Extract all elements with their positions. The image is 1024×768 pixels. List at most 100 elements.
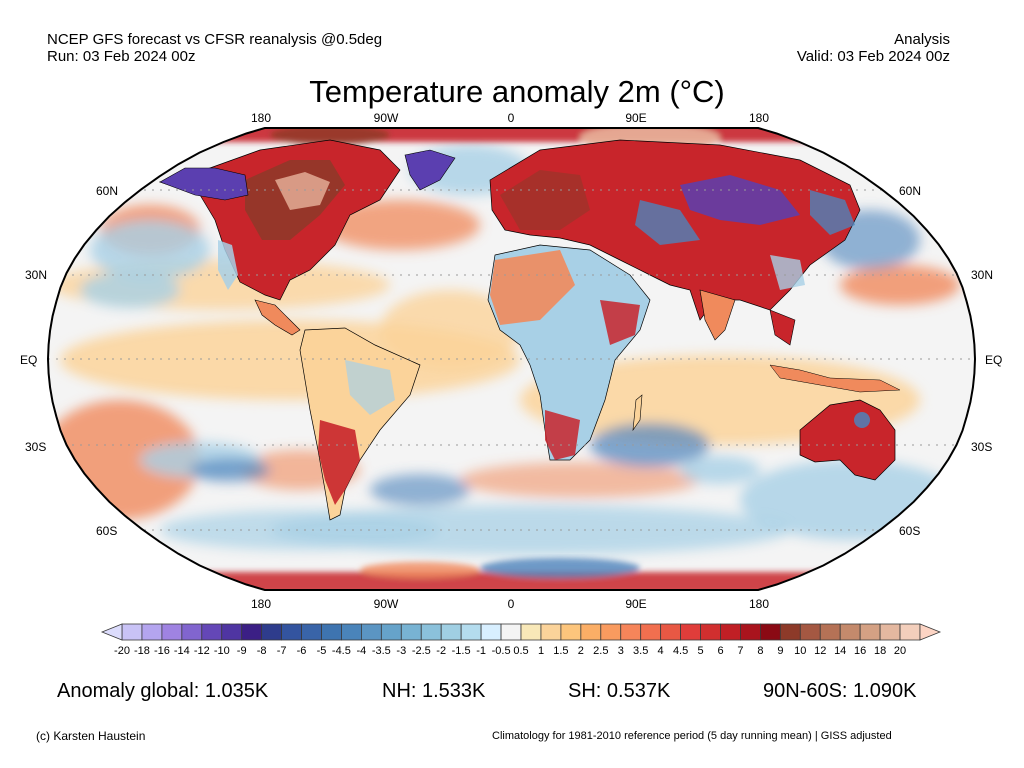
colorbar-box xyxy=(580,623,602,641)
colorbar-tick-label: -12 xyxy=(193,645,210,657)
land-central-america xyxy=(254,299,301,336)
colorbar-box xyxy=(221,623,243,641)
lon-label-bottom-0: 0 xyxy=(507,597,515,611)
colorbar-tick-label: 0.5 xyxy=(513,645,529,657)
land-southeast-asia xyxy=(769,309,796,346)
colorbar-tick-label: 3 xyxy=(617,645,624,657)
lat-label-left-60s: 60S xyxy=(96,524,118,538)
colorbar-tick-label: -8 xyxy=(256,645,267,657)
colorbar-tick-label: -18 xyxy=(133,645,150,657)
colorbar-tick-label: 2 xyxy=(577,645,584,657)
colorbar-tick-label: 10 xyxy=(794,645,807,657)
land-brazil-cool xyxy=(345,360,395,415)
land-argentina-hot xyxy=(318,420,360,505)
land-east-africa-hot xyxy=(600,300,640,345)
lat-label-right-eq: EQ xyxy=(985,353,1003,367)
lon-label-top-90w: 90W xyxy=(373,111,399,125)
land-australia xyxy=(799,399,896,481)
colorbar-tick-label: 6 xyxy=(717,645,724,657)
header-valid-time: Valid: 03 Feb 2024 00z xyxy=(796,48,950,65)
stat-90n-60s-anomaly: 90N-60S: 1.090K xyxy=(763,680,917,702)
colorbar-box xyxy=(620,623,642,641)
colorbar-tick-label: -2 xyxy=(436,645,447,657)
colorbar-box xyxy=(480,623,502,641)
map-outline xyxy=(46,127,977,591)
lat-label-left-30n: 30N xyxy=(25,268,48,282)
colorbar-box xyxy=(899,623,921,641)
colorbar-box xyxy=(201,623,223,641)
land-india xyxy=(699,289,736,341)
colorbar-tick-label: -5 xyxy=(316,645,327,657)
colorbar-box xyxy=(261,623,282,641)
land-australia-cool-spot xyxy=(854,412,870,428)
colorbar-box xyxy=(740,623,761,641)
colorbar-box xyxy=(241,623,263,641)
colorbar-box xyxy=(161,623,183,641)
colorbar-box xyxy=(141,623,163,641)
colorbar-tick-label: -4.5 xyxy=(331,645,351,657)
colorbar-box xyxy=(799,623,821,641)
colorbar-high-extend-triangle xyxy=(919,623,942,641)
colorbar-boxes xyxy=(100,623,942,641)
colorbar-tick-label: 1 xyxy=(537,645,545,657)
colorbar-box xyxy=(301,623,322,641)
lon-label-bottom-90e: 90E xyxy=(625,597,647,611)
ocean-anomaly-patterns xyxy=(48,145,960,555)
lat-label-right-30n: 30N xyxy=(971,268,994,282)
colorbar-box xyxy=(680,623,701,641)
colorbar-tick-label: 3.5 xyxy=(633,645,649,657)
header-run-time: Run: 03 Feb 2024 00z xyxy=(47,48,196,65)
colorbar-tick-label: 2.5 xyxy=(593,645,609,657)
colorbar-tick-label: 5 xyxy=(697,645,704,657)
colorbar-box xyxy=(819,623,841,641)
continents xyxy=(158,139,947,521)
colorbar-tick-label: -3 xyxy=(396,645,407,657)
colorbar-box xyxy=(660,623,682,641)
land-siberia-cold xyxy=(680,175,800,225)
colorbar-box xyxy=(440,623,462,641)
colorbar-tick-label: -0.5 xyxy=(491,645,511,657)
lon-label-top-90e: 90E xyxy=(625,111,647,125)
antarctic-band xyxy=(200,558,850,590)
colorbar-tick-label: 18 xyxy=(873,645,887,657)
colorbar-tick-label: -10 xyxy=(213,645,230,657)
lon-label-top-180w: 180 xyxy=(250,111,272,125)
colorbar-box xyxy=(181,623,203,641)
lon-label-top-180e: 180 xyxy=(748,111,770,125)
colorbar-box xyxy=(360,623,382,641)
stat-global-anomaly: Anomaly global: 1.035K xyxy=(57,680,269,702)
footer-credit: (c) Karsten Haustein xyxy=(36,729,146,743)
header-analysis-label: Analysis xyxy=(894,31,950,48)
colorbar-tick-label: -2.5 xyxy=(411,645,431,657)
colorbar-tick-label: -3.5 xyxy=(371,645,391,657)
land-east-siberia-cold xyxy=(810,190,855,235)
colorbar-tick-label: 8 xyxy=(757,645,764,657)
map-title: Temperature anomaly 2m (°C) xyxy=(309,74,725,109)
lat-label-right-60s: 60S xyxy=(899,524,921,538)
colorbar-box xyxy=(281,623,302,641)
land-greenland-cold xyxy=(404,149,456,191)
colorbar-box xyxy=(540,623,562,641)
footer-climatology-note: Climatology for 1981-2010 reference peri… xyxy=(492,730,892,742)
lat-label-left-60n: 60N xyxy=(96,184,119,198)
colorbar-tick-label: -1 xyxy=(476,645,486,657)
land-south-africa-hot xyxy=(545,410,580,460)
colorbar-tick-label: 4.5 xyxy=(672,645,689,657)
colorbar-box xyxy=(321,623,342,641)
land-central-asia-cold xyxy=(635,200,700,245)
lon-label-bottom-180e: 180 xyxy=(748,597,770,611)
colorbar-box xyxy=(560,623,582,641)
colorbar-tick-label: -4 xyxy=(356,645,367,657)
colorbar-box xyxy=(640,623,662,641)
colorbar-box xyxy=(341,623,362,641)
colorbar-tick-label: 1.5 xyxy=(553,645,569,657)
colorbar-box xyxy=(520,623,542,641)
colorbar-tick-label: 16 xyxy=(853,645,867,657)
colorbar-low-extend-triangle xyxy=(100,623,123,641)
colorbar-box xyxy=(400,623,422,641)
colorbar-box xyxy=(700,623,721,641)
land-canada-extreme xyxy=(275,172,330,210)
colorbar-box xyxy=(600,623,622,641)
